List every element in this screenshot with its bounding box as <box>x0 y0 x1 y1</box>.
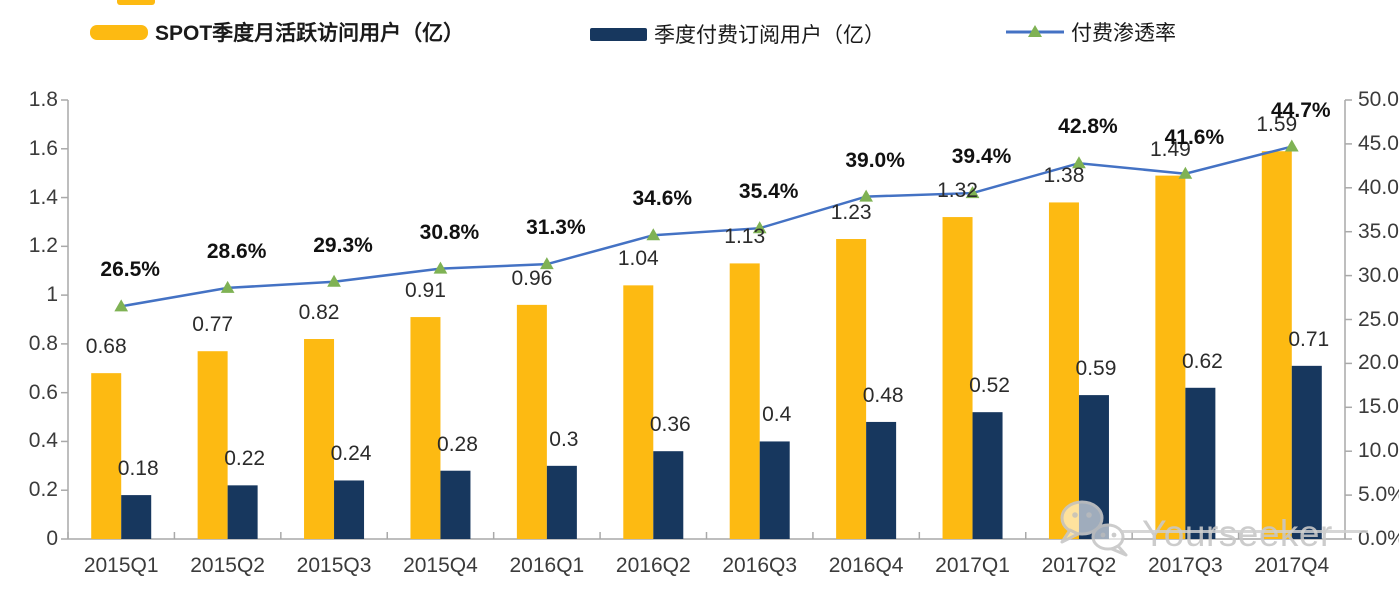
mau-bar <box>410 317 441 539</box>
penetration-marker <box>752 221 767 234</box>
mau-bar <box>91 373 122 539</box>
paid-bar <box>1291 365 1322 539</box>
paid-legend-label: 季度付费订阅用户（亿） <box>654 24 885 47</box>
penetration-legend-label: 付费渗透率 <box>1071 22 1176 45</box>
penetration-marker <box>327 274 341 287</box>
penetration-line <box>120 145 1293 308</box>
paid-bar <box>546 465 577 539</box>
paid-bar <box>121 495 152 539</box>
top-crop-artifact <box>117 0 155 5</box>
mau-bar <box>304 339 335 539</box>
penetration-marker <box>1178 166 1193 179</box>
penetration-marker <box>859 189 873 202</box>
penetration-marker <box>114 299 129 312</box>
legend-item-penetration: 付费渗透率 <box>1006 17 1176 47</box>
mau-bar <box>197 351 228 539</box>
penetration-marker <box>220 280 235 293</box>
legend-item-paid: 季度付费订阅用户（亿） <box>590 19 885 49</box>
penetration-marker <box>965 186 980 199</box>
paid-legend-swatch <box>590 27 647 41</box>
penetration-marker <box>1284 139 1299 152</box>
mau-bar <box>623 285 654 539</box>
penetration-marker <box>433 261 448 274</box>
mau-legend-swatch <box>90 24 148 40</box>
penetration-legend-marker <box>1006 25 1064 37</box>
watermark-text: Yourseeker <box>1142 513 1333 554</box>
paid-bar <box>1185 387 1216 539</box>
mau-bar <box>1048 202 1079 539</box>
legend-item-mau: SPOT季度月活跃访问用户（亿） <box>90 17 464 47</box>
paid-bar <box>759 441 790 539</box>
mau-bar <box>942 217 973 540</box>
mau-bar <box>1155 175 1186 539</box>
penetration-marker <box>540 257 554 270</box>
mau-bar <box>516 304 547 539</box>
paid-bar <box>227 485 258 539</box>
watermark-strike-line <box>1120 530 1368 533</box>
mau-bar <box>836 239 867 539</box>
paid-bar <box>334 480 365 539</box>
watermark: Yourseeker <box>1048 488 1333 566</box>
mau-legend-label: SPOT季度月活跃访问用户（亿） <box>155 22 465 45</box>
paid-bar <box>866 421 897 539</box>
penetration-marker <box>1072 156 1086 169</box>
paid-bar <box>653 451 684 539</box>
paid-bar <box>972 412 1003 539</box>
wechat-icon <box>1060 500 1128 557</box>
paid-bar <box>440 470 471 539</box>
penetration-marker <box>646 228 661 241</box>
mau-bar <box>1261 151 1292 539</box>
mau-bar <box>729 263 760 539</box>
